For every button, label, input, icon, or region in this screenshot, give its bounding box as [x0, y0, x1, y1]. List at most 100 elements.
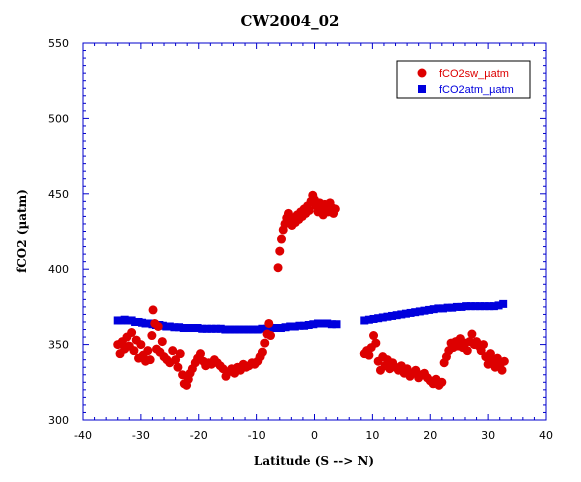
fco2sw-point	[485, 349, 495, 359]
fco2atm-point	[212, 324, 221, 333]
y-tick-label: 450	[48, 188, 69, 201]
fco2atm-point	[397, 310, 406, 319]
fco2sw-point	[157, 337, 167, 347]
fco2atm-point	[406, 308, 415, 317]
fco2atm-point	[323, 319, 332, 328]
fco2sw-point	[462, 346, 472, 356]
fco2atm-point	[471, 302, 480, 311]
fco2atm-point	[170, 323, 179, 332]
fco2atm-point	[494, 301, 503, 310]
fco2atm-point	[452, 302, 461, 311]
fco2sw-point	[257, 347, 267, 357]
fco2atm-point	[184, 324, 193, 333]
fco2atm-point	[476, 302, 485, 311]
fco2atm-point	[249, 325, 258, 334]
x-tick-label: 20	[423, 429, 437, 442]
fco2atm-point	[485, 302, 494, 311]
fco2atm-point	[415, 307, 424, 316]
fco2atm-point	[309, 320, 318, 329]
fco2atm-point	[281, 323, 290, 332]
fco2sw-point	[195, 349, 205, 359]
fco2atm-point	[207, 324, 216, 333]
fco2sw-point	[148, 305, 158, 315]
fco2atm-point	[175, 323, 184, 332]
y-tick-label: 300	[48, 414, 69, 427]
fco2atm-point	[226, 325, 235, 334]
fco2sw-point	[371, 338, 381, 348]
fco2sw-point	[492, 353, 502, 363]
fco2sw-point	[304, 205, 314, 215]
fco2atm-point	[388, 311, 397, 320]
fco2atm-point	[313, 319, 322, 328]
fco2atm-point	[202, 324, 211, 333]
fco2atm-point	[411, 308, 420, 317]
fco2sw-point	[260, 338, 270, 348]
fco2atm-point	[401, 309, 410, 318]
ticks-layer: -40 -30 -20 -10 0 10 20 30 40 300 350 400 450 500 550	[48, 37, 553, 442]
fco2sw-point	[275, 246, 285, 256]
series-layer	[113, 190, 509, 390]
fco2atm-point	[216, 324, 225, 333]
fco2sw-point	[127, 328, 137, 338]
fco2atm-point	[263, 324, 272, 333]
fco2atm-point	[253, 325, 262, 334]
fco2atm-point	[374, 314, 383, 323]
fco2atm-point	[193, 324, 202, 333]
y-axis-label: fCO2 (µatm)	[15, 189, 29, 273]
fco2atm-point	[360, 316, 369, 325]
fco2atm-point	[425, 305, 434, 314]
fco2sw-point	[264, 318, 274, 328]
legend: fCO2sw_µatm fCO2atm_µatm	[396, 60, 531, 99]
fco2sw-point	[173, 362, 183, 372]
fco2atm-point	[300, 321, 309, 330]
fco2atm-point	[179, 324, 188, 333]
fco2atm-point	[378, 313, 387, 322]
fco2atm-point	[295, 321, 304, 330]
fco2atm-point	[165, 322, 174, 331]
fco2atm-point	[392, 311, 401, 320]
x-axis-label: Latitude (S --> N)	[254, 454, 374, 468]
fco2atm-point	[258, 324, 267, 333]
fco2atm-point	[480, 302, 489, 311]
fco2atm-point	[466, 302, 475, 311]
fco2atm-point	[221, 325, 230, 334]
fco2atm-point	[304, 320, 313, 329]
y-tick-label: 500	[48, 112, 69, 125]
fco2sw-point	[369, 331, 379, 341]
fco2atm-point	[420, 306, 429, 315]
fco2atm-point	[188, 324, 197, 333]
fco2atm-point	[290, 322, 299, 331]
fco2sw-point	[129, 346, 139, 356]
fco2atm-point	[198, 324, 207, 333]
fco2atm-point	[318, 319, 327, 328]
fco2sw-point	[277, 234, 287, 244]
legend-marker-fco2sw	[417, 68, 427, 78]
fco2sw-point	[168, 346, 178, 356]
y-tick-label: 350	[48, 339, 69, 352]
fco2atm-point	[438, 304, 447, 313]
fco2sw-point	[266, 331, 276, 341]
legend-marker-fco2atm	[418, 85, 426, 93]
fco2atm-point	[429, 305, 438, 314]
x-tick-label: -40	[74, 429, 92, 442]
legend-label-fco2atm: fCO2atm_µatm	[439, 84, 514, 96]
x-tick-label: -30	[132, 429, 150, 442]
fco2atm-point	[244, 325, 253, 334]
fco2sw-point	[145, 355, 155, 365]
fco2atm-point	[364, 315, 373, 324]
fco2atm-point	[272, 324, 281, 333]
fco2sw-point	[437, 377, 447, 387]
fco2atm-point	[434, 304, 443, 313]
y-tick-label: 400	[48, 263, 69, 276]
x-tick-label: -20	[190, 429, 208, 442]
fco2atm-point	[235, 325, 244, 334]
fco2sw-point	[364, 350, 374, 360]
fco2atm-point	[499, 299, 508, 308]
fco2atm-point	[286, 322, 295, 331]
fco2atm-point	[369, 314, 378, 323]
fco2atm-point	[489, 302, 498, 311]
fco2sw-point	[499, 356, 509, 366]
fco2sw-point	[153, 322, 163, 332]
fco2atm-point	[267, 324, 276, 333]
